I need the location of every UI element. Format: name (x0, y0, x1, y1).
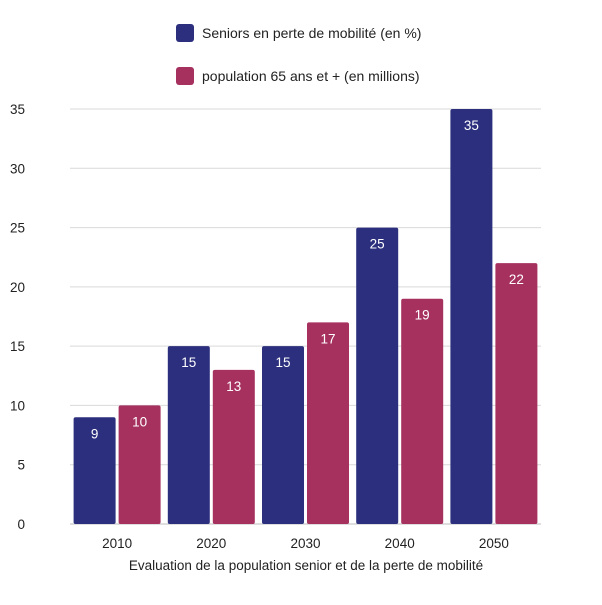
bar-value-label: 22 (509, 272, 524, 287)
bar-population-2010 (118, 405, 161, 524)
bar-population-2020 (212, 369, 255, 524)
x-tick-label: 2020 (196, 536, 226, 551)
bar-value-label: 19 (415, 308, 430, 323)
y-tick-label: 0 (17, 517, 25, 532)
bar-seniors-2040 (356, 227, 399, 525)
y-tick-label: 20 (10, 280, 25, 295)
bars: 9 10 15 13 15 17 25 19 35 22 (73, 109, 538, 525)
bar-value-label: 17 (320, 331, 335, 346)
bar-value-label: 13 (226, 379, 241, 394)
legend-swatch-seniors (176, 24, 194, 42)
bar-seniors-2050 (450, 109, 493, 524)
legend-item-seniors: Seniors en perte de mobilité (en %) (176, 24, 421, 42)
x-axis: 2010 2020 2030 2040 2050 (102, 536, 509, 551)
x-tick-label: 2040 (385, 536, 415, 551)
bar-value-label: 15 (275, 355, 290, 370)
bar-seniors-2010 (73, 417, 116, 524)
bar-population-2030 (307, 322, 349, 524)
y-axis: 0 5 10 15 20 25 30 35 (10, 102, 25, 532)
y-tick-label: 35 (10, 102, 25, 117)
legend-item-population: population 65 ans et + (en millions) (176, 67, 420, 85)
y-tick-label: 30 (10, 161, 25, 176)
legend-label-population: population 65 ans et + (en millions) (202, 68, 420, 84)
bar-value-label: 10 (132, 414, 147, 429)
bar-seniors-2030 (262, 346, 304, 524)
legend-swatch-population (176, 67, 194, 85)
y-tick-label: 15 (10, 339, 25, 354)
legend: Seniors en perte de mobilité (en %) popu… (176, 24, 421, 85)
bar-value-label: 9 (91, 426, 99, 441)
bar-value-label: 35 (464, 118, 479, 133)
x-tick-label: 2010 (102, 536, 132, 551)
bar-value-label: 25 (370, 237, 385, 252)
bar-value-label: 15 (181, 355, 196, 370)
y-tick-label: 10 (10, 398, 25, 413)
x-axis-title: Evaluation de la population senior et de… (129, 558, 483, 573)
y-tick-label: 5 (17, 458, 25, 473)
legend-label-seniors: Seniors en perte de mobilité (en %) (202, 25, 421, 41)
bar-seniors-2020 (167, 346, 210, 524)
bar-population-2050 (495, 263, 538, 524)
bar-population-2040 (401, 298, 444, 524)
y-tick-label: 25 (10, 221, 25, 236)
x-tick-label: 2050 (479, 536, 509, 551)
x-tick-label: 2030 (290, 536, 320, 551)
